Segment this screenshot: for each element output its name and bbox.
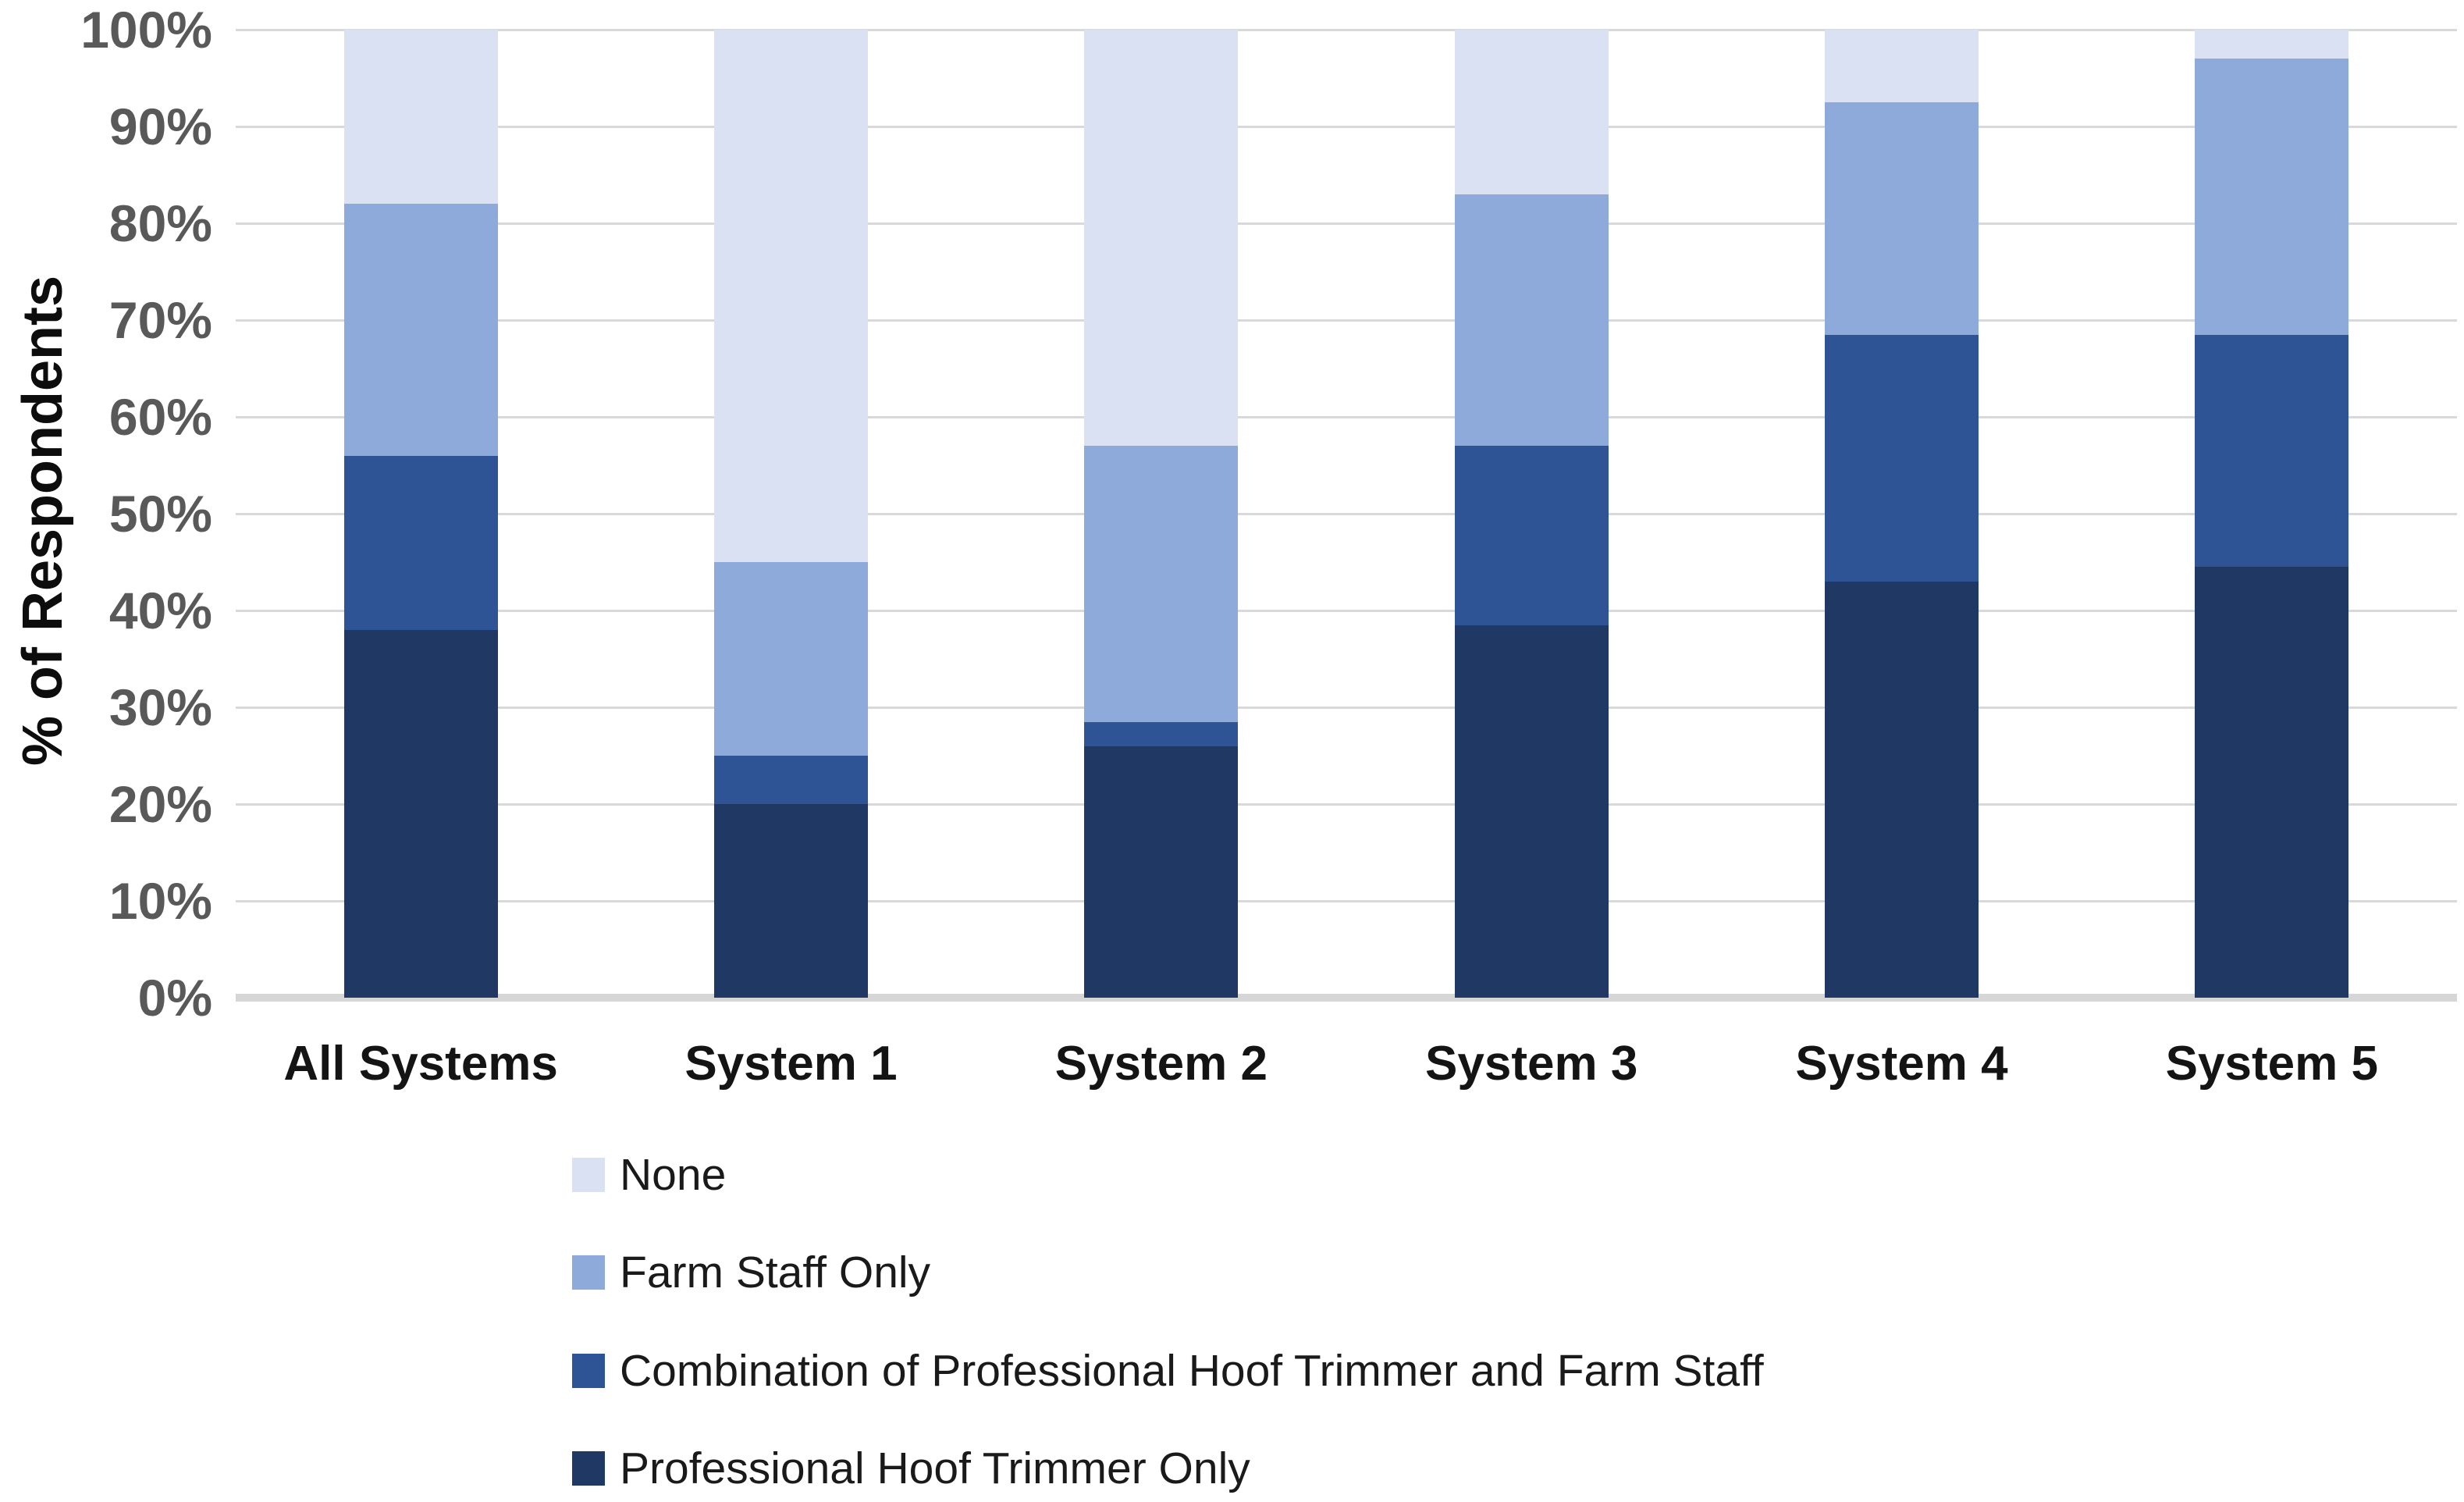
bar-segment [2195,567,2349,998]
legend-item-3: Professional Hoof Trimmer Only [572,1433,1250,1502]
y-tick-label-20: 20% [108,775,212,833]
y-tick-label-10: 10% [108,872,212,930]
gridline-30 [236,706,2457,709]
bar-segment [1454,625,1609,998]
bar-segment [1084,30,1239,447]
y-tick-label-30: 30% [108,678,212,736]
bar-segment [714,804,868,998]
legend-label: Professional Hoof Trimmer Only [620,1443,1250,1493]
bar-segment [2195,334,2349,568]
bar-segment [1825,581,1979,998]
x-label-system-3: System 3 [1425,1037,1638,1091]
x-label-system-2: System 2 [1054,1037,1268,1091]
plot-area [236,28,2457,1002]
bar-segment [343,30,498,205]
gridline-100 [236,28,2457,31]
bar-segment [1454,30,1609,194]
gridline-60 [236,415,2457,418]
y-tick-label-60: 60% [108,388,212,446]
y-tick-label-40: 40% [108,582,212,639]
bar-segment [343,204,498,456]
gridline-40 [236,609,2457,612]
x-label-system-1: System 1 [684,1037,898,1091]
legend-item-1: Farm Staff Only [572,1237,930,1308]
gridline-50 [236,512,2457,515]
y-tick-label-70: 70% [108,291,212,349]
bar-segment [1454,194,1609,447]
legend-item-0: None [572,1140,726,1210]
bar-segment [1084,746,1239,998]
bar-segment [714,756,868,804]
x-label-system-5: System 5 [2165,1037,2378,1091]
legend-item-2: Combination of Professional Hoof Trimmer… [572,1336,1764,1406]
gridline-0 [236,994,2457,1002]
legend-swatch-icon [572,1158,605,1192]
bar-segment [714,30,868,562]
legend-label: None [620,1150,727,1200]
y-tick-label-50: 50% [108,485,212,543]
bar-system-4 [1825,30,1979,998]
bar-system-2 [1084,30,1239,998]
gridline-10 [236,899,2457,902]
y-tick-label-0: 0% [137,969,212,1027]
bar-segment [343,455,498,630]
gridline-20 [236,803,2457,806]
y-tick-label-80: 80% [108,194,212,252]
bar-segment [1825,334,1979,582]
bar-all-systems [343,30,498,998]
bar-system-1 [714,30,868,998]
bar-segment [1825,30,1979,102]
legend-swatch-icon [572,1255,605,1290]
bar-system-5 [2195,30,2349,998]
bar-segment [2195,30,2349,59]
y-tick-label-100: 100% [80,1,212,59]
legend-swatch-icon [572,1450,605,1486]
bar-segment [1084,446,1239,722]
bar-segment [343,629,498,998]
bar-segment [1084,721,1239,746]
legend-label: Combination of Professional Hoof Trimmer… [620,1345,1764,1396]
gridline-70 [236,319,2457,322]
bar-segment [1825,102,1979,335]
bar-segment [714,562,868,756]
bar-system-3 [1454,30,1609,998]
gridline-90 [236,125,2457,128]
y-tick-label-90: 90% [108,98,212,155]
bar-segment [2195,59,2349,335]
gridline-80 [236,222,2457,225]
legend-label: Farm Staff Only [620,1248,931,1298]
x-label-system-4: System 4 [1795,1037,2008,1091]
bar-segment [1454,446,1609,625]
legend-swatch-icon [572,1353,605,1388]
x-label-all-systems: All Systems [283,1037,558,1091]
